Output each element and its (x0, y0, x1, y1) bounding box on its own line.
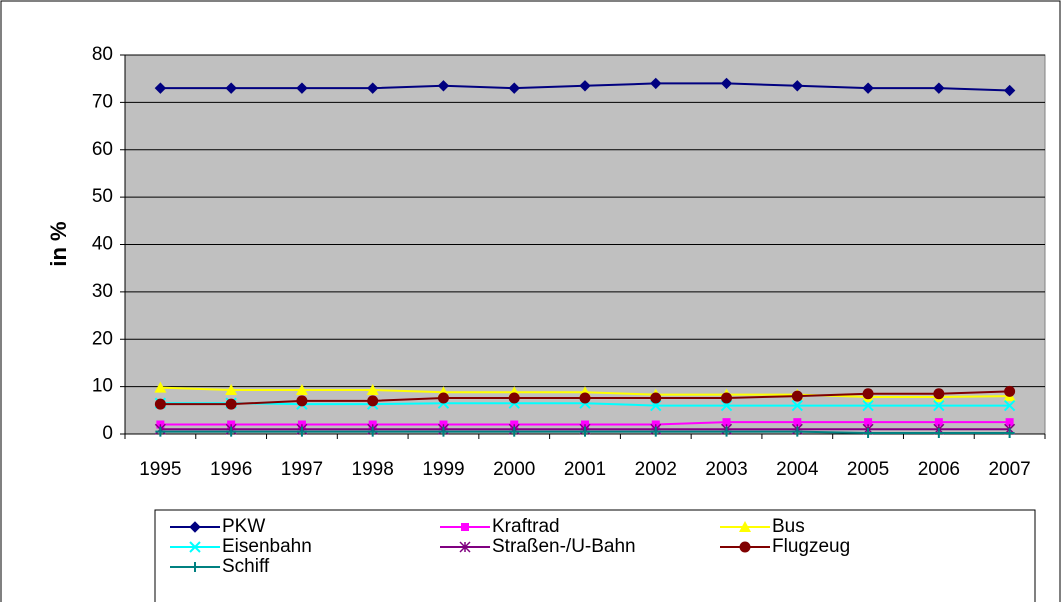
data-point (933, 399, 945, 412)
data-point (295, 383, 308, 395)
legend-marker (189, 541, 201, 553)
data-point (296, 426, 307, 437)
data-point (508, 82, 520, 94)
y-tick-label: 40 (92, 234, 113, 255)
legend-label: Flugzeug (772, 536, 850, 557)
x-tick-label: 1996 (210, 459, 252, 480)
data-point (366, 82, 379, 94)
data-point (720, 77, 733, 90)
x-tick-label: 2004 (776, 459, 819, 480)
x-tick-label: 2007 (988, 459, 1030, 480)
legend (154, 509, 1036, 602)
data-point (509, 426, 520, 437)
data-point (225, 383, 238, 395)
data-point (579, 80, 591, 92)
legend-label: Schiff (222, 556, 270, 577)
data-point (154, 381, 167, 393)
data-point (154, 398, 166, 410)
y-axis-label: in % (46, 221, 71, 266)
data-point (650, 392, 662, 404)
data-point (296, 82, 308, 94)
y-tick-label: 50 (92, 186, 113, 207)
data-point (864, 418, 873, 427)
legend-label: Straßen-/U-Bahn (492, 536, 636, 557)
y-tick-label: 0 (102, 423, 113, 444)
data-point (579, 392, 591, 404)
data-point (438, 426, 449, 437)
legend-marker (189, 521, 201, 533)
legend-label: PKW (222, 516, 265, 537)
data-point (863, 428, 874, 439)
legend-marker (461, 523, 469, 531)
data-point (933, 82, 945, 94)
data-point (154, 82, 167, 94)
legend-marker (190, 562, 200, 572)
x-tick-label: 2000 (493, 459, 535, 480)
legend-marker (459, 541, 471, 553)
data-point (791, 80, 804, 92)
data-point (721, 426, 732, 437)
x-tick-label: 1998 (352, 459, 394, 480)
data-point (1003, 399, 1016, 412)
data-point (862, 82, 874, 94)
x-tick-label: 2001 (564, 459, 606, 480)
data-point (155, 426, 166, 437)
y-tick-label: 20 (92, 328, 113, 349)
data-point (934, 418, 943, 427)
legend-marker (739, 521, 751, 532)
data-point (225, 398, 237, 410)
data-point (367, 426, 378, 437)
data-point (296, 395, 308, 407)
data-point (580, 426, 590, 437)
y-tick-label: 70 (92, 91, 113, 112)
x-tick-label: 1997 (281, 459, 323, 480)
legend-label: Eisenbahn (222, 536, 312, 557)
data-point (366, 383, 379, 395)
data-point (225, 82, 237, 94)
data-point (933, 428, 944, 439)
legend-label: Bus (772, 516, 805, 537)
data-point (367, 395, 379, 407)
data-point (437, 80, 450, 92)
x-tick-label: 2005 (847, 459, 889, 480)
data-point (508, 392, 520, 404)
data-point (1003, 84, 1016, 97)
x-tick-label: 1995 (139, 459, 181, 480)
data-point (722, 418, 731, 427)
y-tick-label: 30 (92, 281, 113, 302)
y-tick-label: 10 (92, 376, 113, 397)
legend-marker (739, 541, 751, 553)
data-point (650, 77, 662, 90)
x-tick-label: 2003 (705, 459, 747, 480)
y-tick-label: 60 (92, 139, 113, 160)
data-point (721, 392, 733, 404)
data-point (862, 388, 874, 400)
data-point (650, 426, 661, 437)
x-tick-label: 2006 (918, 459, 960, 480)
data-point (1005, 418, 1014, 427)
data-point (793, 418, 802, 427)
x-tick-label: 1999 (422, 459, 464, 480)
data-point (791, 399, 804, 412)
y-tick-label: 80 (92, 44, 113, 65)
data-point (933, 388, 945, 400)
data-point (226, 426, 237, 437)
data-point (437, 392, 449, 404)
data-point (791, 390, 803, 402)
data-point (1004, 428, 1015, 439)
data-point (862, 399, 874, 412)
x-tick-label: 2002 (635, 459, 677, 480)
legend-label: Kraftrad (492, 516, 560, 537)
data-point (792, 426, 803, 437)
data-point (1004, 385, 1016, 397)
